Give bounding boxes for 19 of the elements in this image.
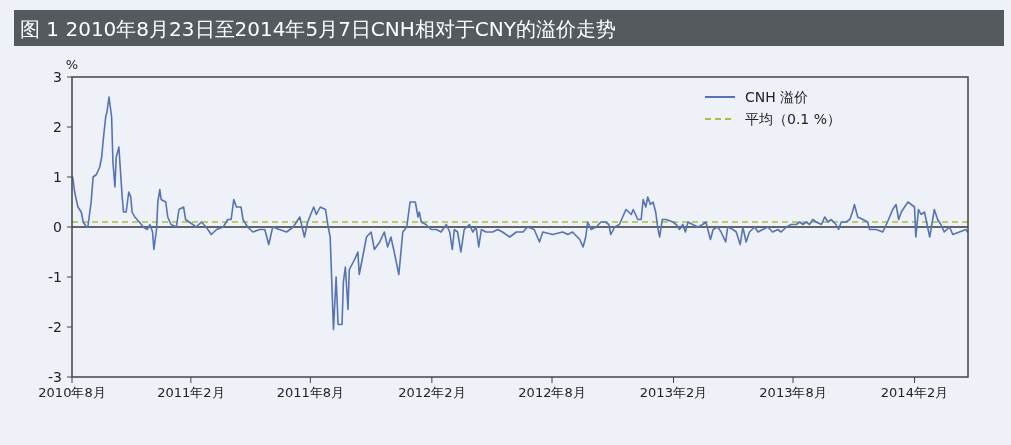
x-tick-label: 2014年2月 — [880, 385, 949, 400]
chart-title: 图 1 2010年8月23日至2014年5月7日CNH相对于CNY的溢价走势 — [20, 17, 616, 41]
x-tick-label: 2013年2月 — [639, 385, 708, 400]
x-tick-label: 2012年8月 — [518, 385, 586, 400]
x-tick-label: 2011年8月 — [276, 385, 345, 400]
y-tick-label: 2 — [53, 119, 62, 135]
y-axis-title: % — [65, 57, 79, 72]
x-tick-label: 2013年8月 — [759, 385, 827, 400]
legend-label: 平均（0.1 %） — [745, 111, 842, 127]
x-tick-label: 2012年2月 — [398, 385, 466, 400]
x-tick-label: 2010年8月 — [38, 385, 106, 400]
x-tick-label: 2011年2月 — [157, 385, 225, 400]
y-tick-label: 3 — [53, 69, 62, 85]
y-tick-label: 1 — [53, 169, 62, 185]
y-tick-label: 0 — [53, 219, 62, 235]
y-tick-label: -3 — [48, 369, 62, 385]
legend-label: CNH 溢价 — [745, 89, 809, 105]
y-tick-label: -2 — [48, 319, 62, 335]
y-tick-label: -1 — [48, 269, 62, 285]
